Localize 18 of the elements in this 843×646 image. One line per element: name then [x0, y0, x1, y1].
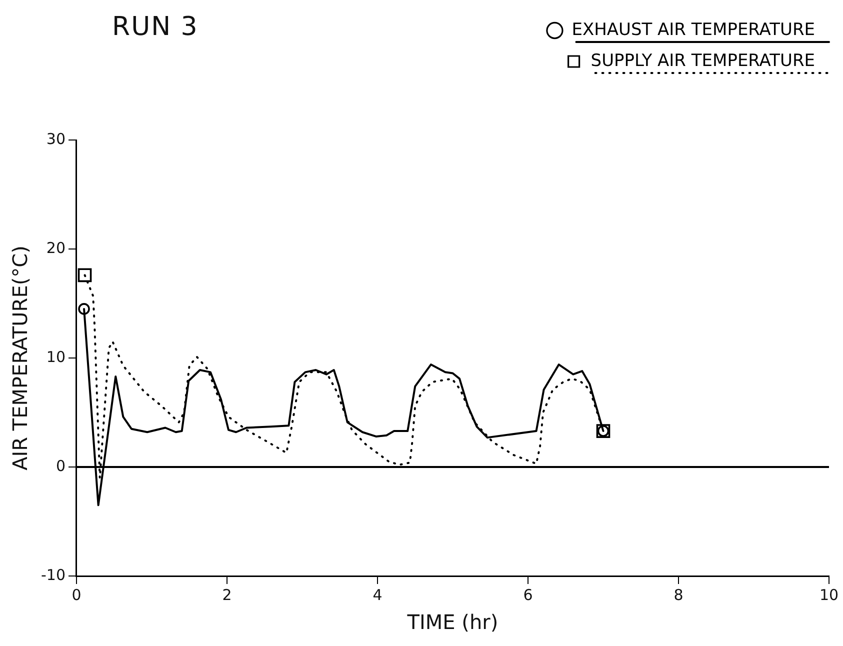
- x-tick-label: 4: [372, 586, 382, 604]
- y-axis-title: AIR TEMPERATURE(°C): [8, 246, 32, 470]
- y-tick-label: 0: [56, 456, 66, 475]
- chart-title: RUN 3: [112, 12, 198, 42]
- x-axis-title: TIME (hr): [406, 610, 498, 634]
- y-tick-label: -10: [41, 566, 66, 584]
- y-tick-label: 20: [46, 238, 66, 257]
- y-tick-label: 10: [46, 348, 66, 366]
- legend-label: EXHAUST AIR TEMPERATURE: [572, 20, 815, 40]
- x-tick-label: 10: [819, 586, 839, 604]
- y-tick-label: 30: [46, 130, 66, 148]
- x-tick-label: 8: [674, 586, 684, 604]
- point: [78, 268, 92, 282]
- point: [78, 303, 90, 315]
- legend-label: SUPPLY AIR TEMPERATURE: [590, 50, 816, 71]
- x-tick-label: 6: [523, 586, 533, 604]
- x-tick-label: 0: [72, 586, 82, 604]
- x-tick-label: 2: [222, 586, 232, 604]
